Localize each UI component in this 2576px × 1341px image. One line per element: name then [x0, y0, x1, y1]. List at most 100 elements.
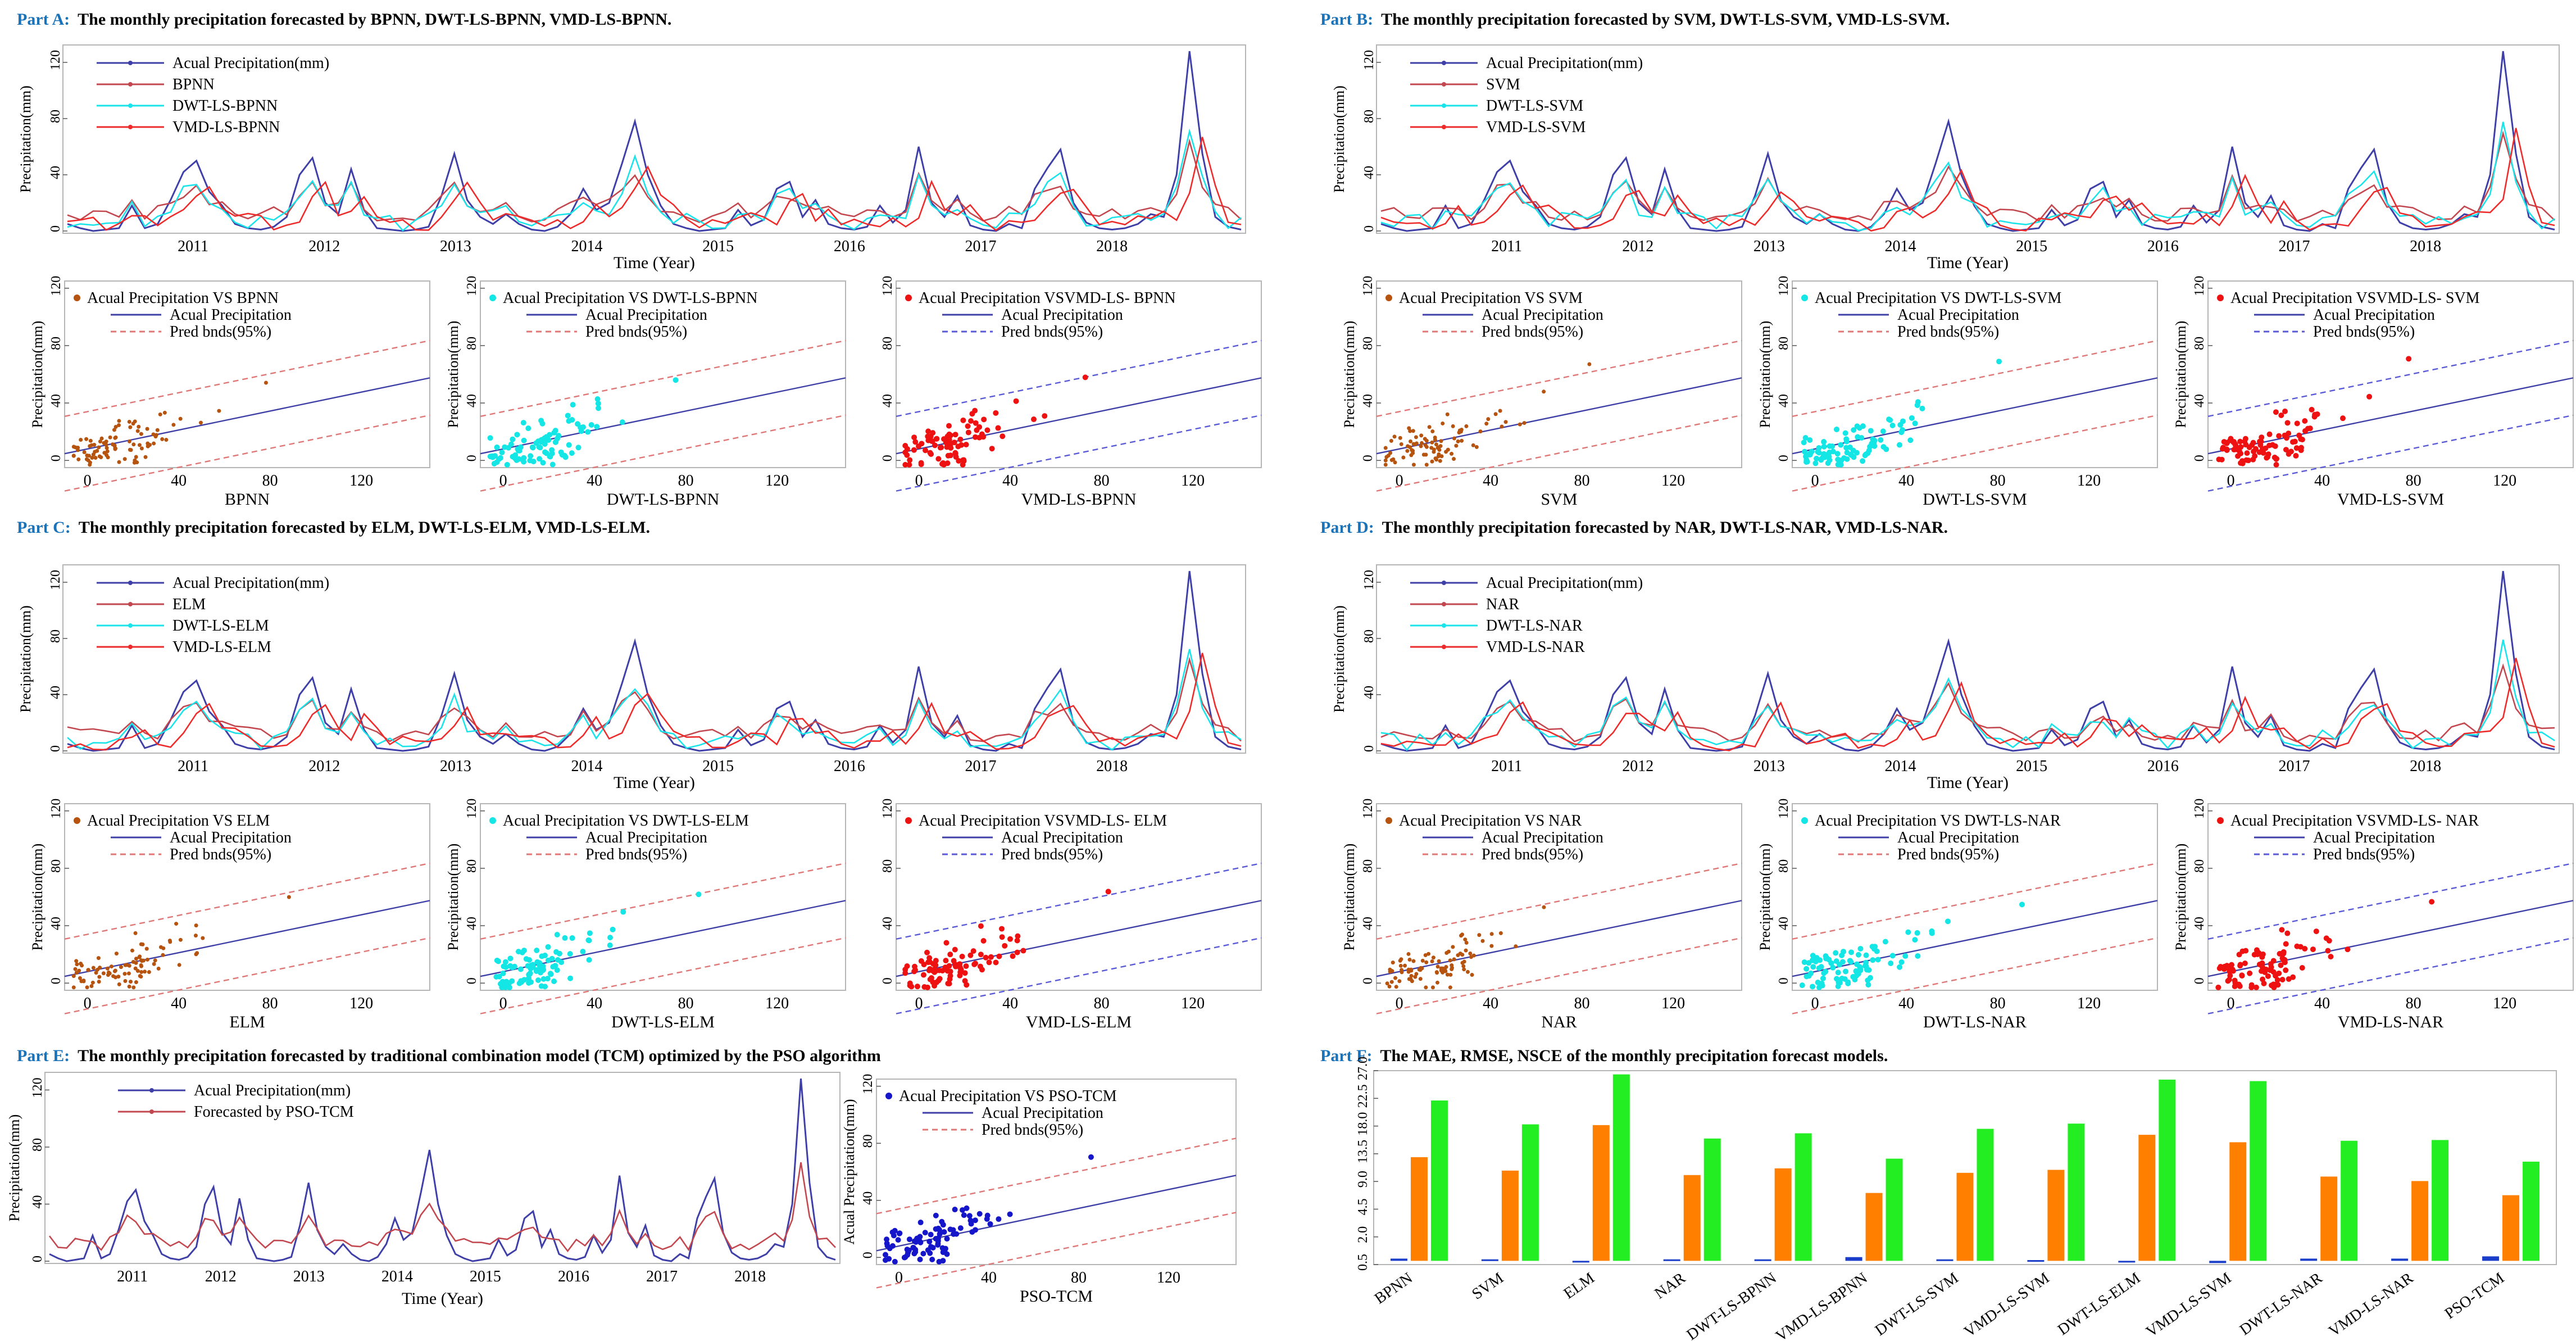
- scatter-point: [1451, 424, 1455, 428]
- fit-line: [1792, 900, 2158, 977]
- scatter-point: [1503, 420, 1508, 424]
- scatter-point: [520, 456, 526, 463]
- scatter-point: [2326, 937, 2332, 944]
- scatter-point: [567, 951, 573, 957]
- scatter-point: [566, 418, 572, 424]
- scatter-point: [1839, 952, 1845, 958]
- scatter-point: [527, 970, 533, 976]
- legend-marker: [128, 61, 133, 65]
- scatter-point: [144, 946, 149, 951]
- scatter-point: [105, 966, 110, 971]
- pred-bound-upper: [1792, 339, 2158, 418]
- legend-marker: [128, 623, 133, 628]
- series-line-model: [1380, 663, 2555, 743]
- y-tick-label: 120: [49, 799, 63, 819]
- scatter-point: [1812, 460, 1819, 466]
- scatter-point: [1441, 966, 1445, 971]
- scatter-point: [944, 1236, 950, 1242]
- scatter-point: [1451, 945, 1455, 949]
- part-letter: Part B:: [1320, 10, 1373, 29]
- scatter-point: [147, 970, 151, 975]
- y-tick-label: 40: [1361, 917, 1375, 930]
- legend-marker: [1385, 817, 1392, 824]
- scatter-point: [895, 1237, 901, 1243]
- scatter-point: [71, 454, 76, 458]
- scatter-point: [1423, 443, 1428, 447]
- scatter-point: [912, 439, 919, 445]
- scatter-point: [143, 455, 148, 459]
- scatter-point: [153, 958, 157, 963]
- y-axis-label: Precipitation(mm): [17, 85, 34, 193]
- scatter-point: [989, 446, 995, 452]
- scatter-point: [946, 423, 952, 429]
- category-label: DWT-LS-BPNN: [1684, 1269, 1780, 1341]
- scatter-point: [1444, 450, 1448, 454]
- x-tick-label: 2012: [308, 758, 340, 775]
- y-tick-label: 40: [861, 1192, 875, 1205]
- category-label: BPNN: [1371, 1269, 1416, 1307]
- scatter-point: [2263, 966, 2269, 972]
- x-tick-label: 120: [1181, 472, 1205, 490]
- scatter-point: [99, 436, 104, 441]
- y-axis-label: Precipitation(mm): [2173, 321, 2189, 428]
- pred-bound-lower: [876, 1212, 1237, 1289]
- ts-plot-frame: [44, 1072, 841, 1264]
- scatter-point: [1828, 960, 1834, 966]
- scatter-point: [1409, 973, 1414, 978]
- scatter-point: [1419, 433, 1424, 438]
- scatter-point: [1464, 948, 1468, 953]
- scatter-point: [2284, 930, 2291, 936]
- scatter-point: [2325, 948, 2331, 954]
- y-tick-label: 0: [861, 1252, 875, 1258]
- bar-nsce: [2159, 1079, 2176, 1261]
- scatter-point: [158, 412, 162, 416]
- legend-label: Pred bnds(95%): [982, 1121, 1083, 1139]
- pred-bound-lower: [480, 414, 846, 492]
- scatter-point: [2236, 448, 2242, 454]
- x-tick-label: 120: [1181, 995, 1205, 1012]
- scatter-point: [547, 971, 553, 977]
- scatter-point: [127, 984, 131, 989]
- y-tick-label: 120: [1362, 50, 1376, 70]
- pred-bound-lower: [896, 414, 1262, 492]
- series-line-actual: [49, 1078, 836, 1262]
- legend-label: Acual Precipitation: [982, 1104, 1103, 1122]
- scatter-point: [892, 1258, 898, 1265]
- part-title: Part F: The MAE, RMSE, NSCE of the monthl…: [1320, 1046, 1888, 1065]
- series-line-vmd: [67, 137, 1242, 232]
- y-tick-label: 40: [49, 394, 63, 407]
- scatter-point: [1435, 980, 1439, 985]
- y-tick-label: 80: [49, 859, 63, 873]
- series-line-actual: [1380, 51, 2555, 232]
- legend-label: Acual Precipitation VS DWT-LS-BPNN: [503, 289, 757, 307]
- scatter-point: [578, 428, 584, 434]
- scatter-point: [2250, 456, 2256, 463]
- scatter-point: [96, 956, 101, 961]
- x-axis-label: PSO-TCM: [1020, 1287, 1093, 1306]
- scatter-point: [539, 420, 546, 427]
- scatter-point: [131, 985, 136, 990]
- scatter-point: [75, 962, 79, 967]
- scatter-point: [939, 461, 946, 467]
- scatter-point: [520, 420, 526, 426]
- bar-nsce: [1703, 1138, 1721, 1261]
- part-letter: Part D:: [1320, 518, 1374, 537]
- scatter-point: [117, 982, 121, 986]
- scatter-point: [957, 1225, 964, 1231]
- scatter-point: [106, 455, 110, 460]
- scatter-point: [1088, 1154, 1094, 1160]
- legend-label: Acual Precipitation: [1482, 306, 1603, 324]
- scatter-point: [1443, 969, 1448, 973]
- scatter-point: [152, 962, 156, 966]
- scatter-point: [2273, 409, 2279, 415]
- scatter-point: [97, 445, 101, 450]
- scatter-point: [1013, 398, 1019, 404]
- scatter-point: [948, 445, 954, 451]
- scatter-point: [917, 1234, 923, 1240]
- scatter-point: [2310, 946, 2316, 953]
- x-tick-label: 2011: [117, 1268, 148, 1285]
- y-tick-label: 120: [48, 570, 63, 590]
- scatter-point: [1414, 435, 1418, 440]
- scatter-point: [892, 1227, 898, 1234]
- scatter-point: [109, 964, 113, 969]
